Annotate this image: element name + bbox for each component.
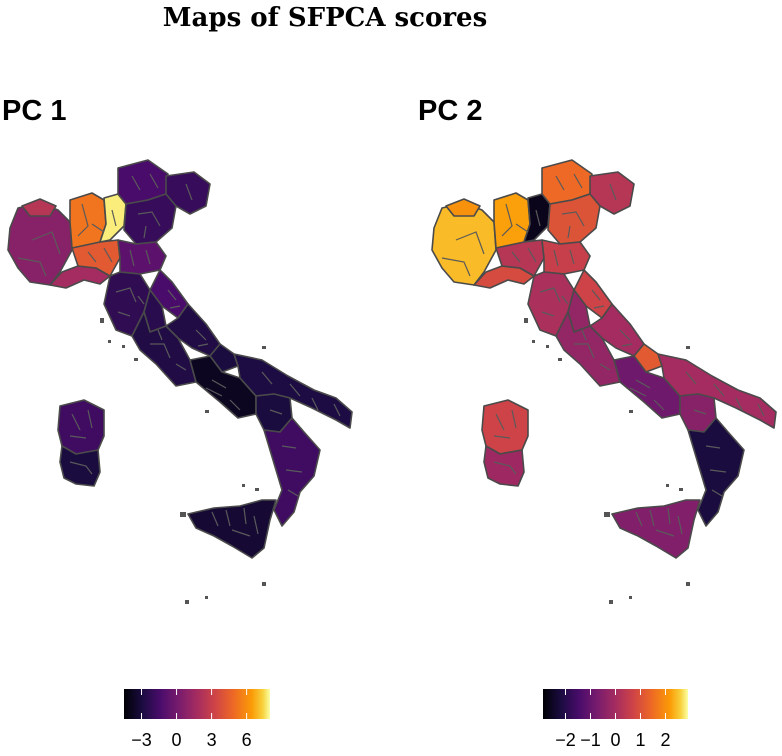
pc2-region-apulia <box>657 353 777 429</box>
pc2-region-sardinia_south <box>483 445 525 487</box>
pc1-region-sardinia_north <box>57 399 105 455</box>
pc1-region-sardinia_south <box>59 445 101 487</box>
pc1-region-apulia <box>233 353 353 429</box>
pc2-region-calabria <box>687 417 745 527</box>
pc1-region-sicily <box>187 499 277 559</box>
pc2-map <box>431 159 777 604</box>
pc2-tick-label: −1 <box>580 730 601 750</box>
pc2-tick-label: 1 <box>635 730 645 750</box>
pc2-region-sardinia_north <box>481 399 529 455</box>
pc1-region-veneto <box>123 193 177 245</box>
pc1-region-emilia_west <box>71 239 121 277</box>
panel-1-title: PC 1 <box>2 95 66 127</box>
pc2-region-sicily <box>611 499 701 559</box>
pc2-region-aosta <box>445 198 481 217</box>
pc1-region-calabria <box>263 417 321 527</box>
pc2-region-friuli <box>589 171 635 215</box>
pc2-tick-label: 0 <box>610 730 620 750</box>
pc2-ticks: −2 −1 0 1 2 <box>555 689 671 750</box>
pc1-tick-label: 3 <box>207 730 217 750</box>
figure-title: Maps of SFPCA scores <box>163 3 487 33</box>
pc1-region-friuli <box>165 171 211 215</box>
pc1-region-emilia_east <box>117 239 167 275</box>
pc1-legend: −3 0 3 6 <box>124 689 270 750</box>
pc1-tick-label: −3 <box>131 730 152 750</box>
pc2-legend: −2 −1 0 1 2 <box>543 689 688 750</box>
pc2-region-emilia_west <box>495 239 545 277</box>
pc1-tick-label: 0 <box>172 730 182 750</box>
pc1-colorbar <box>124 689 270 719</box>
pc1-ticks: −3 0 3 6 <box>131 689 252 750</box>
pc1-map <box>7 159 353 604</box>
pc2-tick-label: 2 <box>660 730 670 750</box>
pc2-tick-label: −2 <box>555 730 576 750</box>
pc1-tick-label: 6 <box>242 730 252 750</box>
panel-2-title: PC 2 <box>418 95 482 127</box>
pc1-region-aosta <box>21 198 57 217</box>
pc2-region-emilia_east <box>541 239 591 275</box>
pc2-region-veneto <box>547 193 601 245</box>
